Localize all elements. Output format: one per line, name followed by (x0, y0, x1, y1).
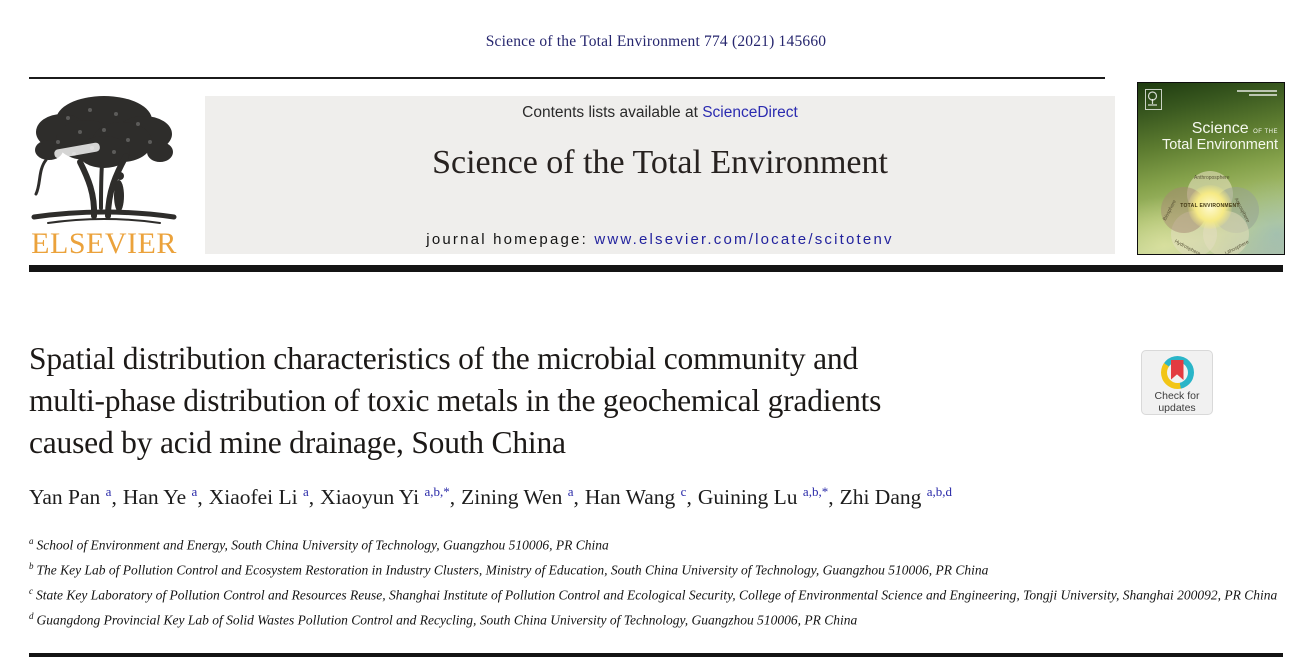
cover-title-ofthe: OF THE (1253, 129, 1278, 135)
author-affil-link[interactable]: c (680, 484, 687, 499)
check-for-updates-badge[interactable]: Check for updates (1141, 350, 1213, 415)
author: Zining Wen a, (461, 484, 579, 510)
page-bottom-rule (29, 653, 1283, 657)
author-list: Yan Pan a, Han Ye a, Xiaofei Li a, Xiaoyun … (29, 484, 1269, 510)
author: Guining Lu a,b,*, (697, 484, 834, 510)
masthead-box: Contents lists available at ScienceDirec… (205, 96, 1115, 254)
cover-title-line2: Total Environment (1161, 136, 1278, 153)
affiliation: a School of Environment and Energy, South… (29, 536, 609, 553)
badge-text-line1: Check for (1154, 390, 1200, 402)
author: Han Ye a, (122, 484, 203, 510)
journal-homepage-line: journal homepage: www.elsevier.com/locat… (205, 231, 1115, 248)
affiliation: c State Key Laboratory of Pollution Contr… (29, 586, 1278, 603)
badge-text-line2: updates (1158, 402, 1196, 415)
author: Han Wang c, (584, 484, 692, 510)
author: Xiaoyun Yi a,b,*, (320, 484, 456, 510)
author-affil-link[interactable]: a (303, 484, 309, 499)
cover-title-line1: Science (1191, 120, 1249, 137)
article-title: Spatial distribution characteristics of … (29, 338, 1074, 464)
author: Zhi Dang a,b,d (839, 484, 953, 510)
homepage-prefix: journal homepage: (426, 231, 595, 248)
cover-center-glow (1188, 185, 1232, 229)
masthead-journal-title: Science of the Total Environment (432, 144, 888, 181)
author-affil-link[interactable]: a,b,* (802, 484, 829, 499)
journal-citation: Science of the Total Environment 774 (20… (485, 33, 827, 50)
author-affil-link[interactable]: a,b,d (926, 484, 953, 499)
contents-line-prefix: Contents lists available at (522, 104, 703, 121)
contents-line: Contents lists available at ScienceDirec… (205, 104, 1115, 122)
crossmark-bookmark-icon (1170, 360, 1184, 380)
author: Yan Pan a, (29, 484, 117, 510)
article-title-line3: caused by acid mine drainage, South Chin… (29, 425, 566, 460)
author: Xiaofei Li a, (208, 484, 315, 510)
author-affil-link[interactable]: a (105, 484, 112, 499)
homepage-url-link[interactable]: www.elsevier.com/locate/scitotenv (594, 231, 894, 248)
crossmark-icon (1160, 356, 1194, 389)
journal-cover-thumbnail: Science OF THE Total Environment Anthrop… (1137, 82, 1285, 255)
elsevier-tree-icon (28, 90, 180, 225)
affiliation: b The Key Lab of Pollution Control and Ec… (29, 561, 989, 578)
cover-issue-info (1237, 90, 1277, 98)
affiliation-list: a School of Environment and Energy, South… (29, 531, 1285, 631)
author-affil-link[interactable]: a (567, 484, 574, 499)
header-top-rule (29, 77, 1105, 79)
affiliation: d Guangdong Provincial Key Lab of Solid W… (29, 611, 858, 628)
elsevier-wordmark: ELSEVIER (31, 227, 177, 260)
article-title-line1: Spatial distribution characteristics of … (29, 341, 859, 376)
petal-label: Anthroposphere (1194, 175, 1230, 181)
sciencedirect-link[interactable]: ScienceDirect (702, 104, 798, 121)
cover-spheres-diagram: Anthroposphere Atmosphere Lithosphere Hy… (1160, 171, 1260, 254)
cover-journal-title: Science OF THE Total Environment (1138, 120, 1278, 153)
author-affil-link[interactable]: a (191, 484, 198, 499)
cover-elsevier-mark-icon (1145, 89, 1162, 110)
cover-center-label: TOTAL ENVIRONMENT (1180, 203, 1240, 209)
author-affil-link[interactable]: a,b,* (424, 484, 450, 499)
elsevier-logo: ELSEVIER (28, 90, 180, 260)
masthead-bottom-rule (29, 265, 1283, 272)
article-title-line2: multi-phase distribution of toxic metals… (29, 383, 882, 418)
